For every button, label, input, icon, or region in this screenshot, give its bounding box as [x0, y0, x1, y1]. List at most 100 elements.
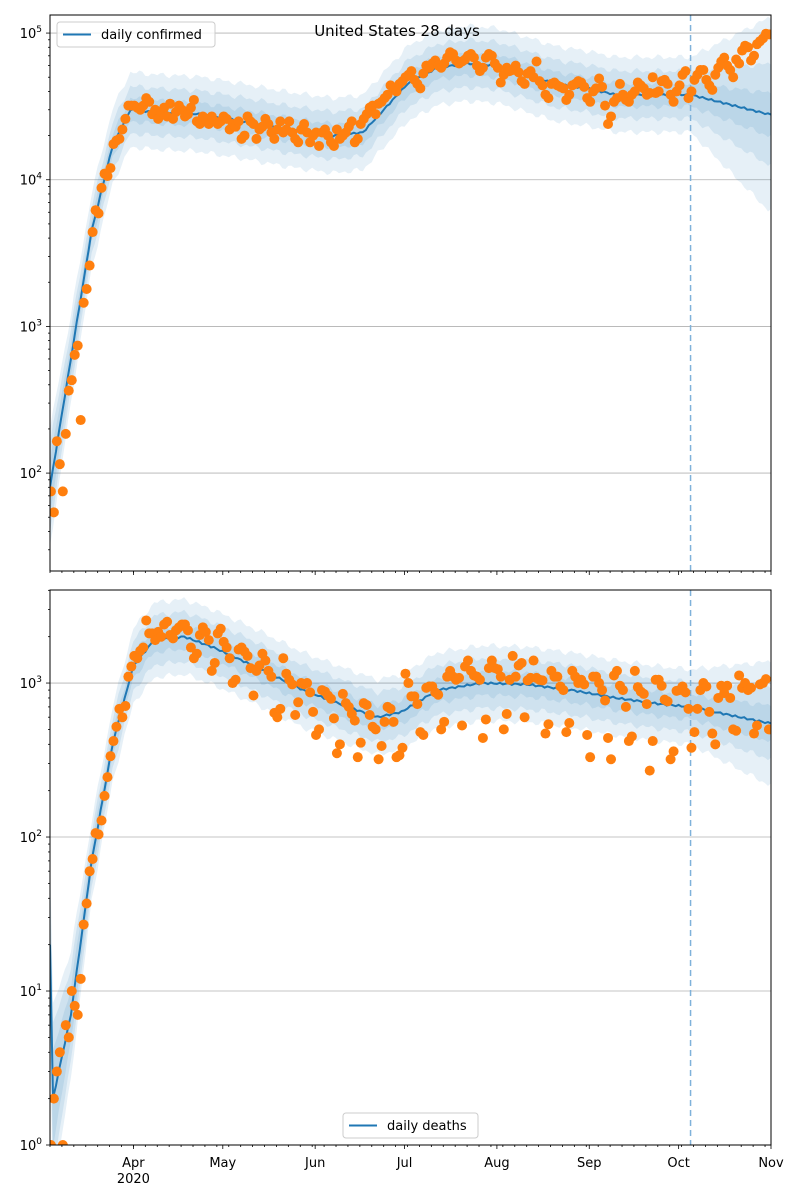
confirmed-data-point [603, 118, 614, 129]
confirmed-data-point [763, 29, 771, 40]
y-tick-exponent: 1 [36, 983, 42, 993]
deaths-data-point [87, 853, 98, 864]
deaths-data-point [457, 720, 468, 731]
confirmed-data-point [558, 83, 569, 94]
deaths-data-point [760, 674, 771, 685]
confirmed-data-point [78, 297, 89, 308]
confirmed-y-tick-label: 102 [20, 465, 42, 482]
deaths-data-point [510, 671, 521, 682]
deaths-data-point [287, 679, 298, 690]
confirmed-data-point [614, 78, 625, 89]
confirmed-y-tick-label: 105 [20, 25, 42, 42]
deaths-data-point [474, 674, 485, 685]
deaths-data-point [51, 1066, 62, 1077]
confirmed-data-point [87, 227, 98, 238]
x-year-label: 2020 [117, 1172, 150, 1187]
deaths-data-point [480, 714, 491, 725]
confirmed-data-point [543, 93, 554, 104]
x-tick-label: Apr [122, 1156, 145, 1171]
confirmed-band-95 [50, 16, 771, 546]
deaths-data-point [185, 642, 196, 653]
deaths-data-point [117, 712, 128, 723]
deaths-data-point [507, 650, 518, 661]
y-tick-base: 10 [20, 27, 37, 42]
confirmed-data-point [370, 109, 381, 120]
deaths-data-point [275, 703, 286, 714]
deaths-data-point [495, 671, 506, 682]
x-tick-label: Aug [484, 1156, 509, 1171]
confirmed-data-point [600, 100, 611, 111]
deaths-data-point [680, 687, 691, 698]
deaths-data-point [558, 685, 569, 696]
deaths-y-tick-label: 101 [20, 983, 42, 1000]
deaths-data-point [84, 866, 95, 877]
confirmed-data-point [352, 133, 363, 144]
deaths-data-point [600, 695, 611, 706]
x-tick-label: Sep [577, 1156, 602, 1171]
confirmed-data-point [668, 96, 679, 107]
confirmed-data-point [102, 171, 113, 182]
deaths-data-point [704, 706, 715, 717]
deaths-data-point [50, 1140, 56, 1145]
deaths-data-point [206, 665, 217, 676]
confirmed-data-point [57, 486, 68, 497]
deaths-data-point [328, 713, 339, 724]
confirmed-data-point [54, 459, 65, 470]
deaths-data-point [543, 719, 554, 730]
deaths-data-point [763, 724, 771, 735]
x-tick-label: Oct [667, 1156, 689, 1171]
deaths-data-point [722, 680, 733, 691]
deaths-data-point [361, 700, 372, 711]
deaths-data-point [78, 919, 89, 930]
deaths-data-point [272, 712, 283, 723]
deaths-data-point [564, 718, 575, 729]
deaths-data-point [498, 724, 509, 735]
deaths-data-point [540, 728, 551, 739]
confirmed-data-point [698, 65, 709, 76]
deaths-data-point [230, 674, 241, 685]
confirmed-data-point [680, 66, 691, 77]
confirmed-data-point [269, 133, 280, 144]
confirmed-data-point [749, 50, 760, 61]
deaths-data-point [454, 672, 465, 683]
confirmed-data-point [314, 140, 325, 151]
deaths-data-point [331, 748, 342, 759]
deaths-data-point [707, 728, 718, 739]
deaths-data-point [302, 678, 313, 689]
deaths-data-point [582, 729, 593, 740]
deaths-data-point [644, 765, 655, 776]
deaths-data-point [477, 732, 488, 743]
confirmed-data-point [519, 78, 530, 89]
deaths-data-point [81, 898, 92, 909]
deaths-data-point [138, 642, 149, 653]
legend-label: daily deaths [387, 1119, 467, 1134]
deaths-data-point [439, 716, 450, 727]
confirmed-data-point [662, 78, 673, 89]
deaths-data-point [355, 737, 366, 748]
confirmed-data-point [382, 89, 393, 100]
deaths-data-point [376, 741, 387, 752]
confirmed-data-point [72, 340, 83, 351]
confirmed-data-point [728, 72, 739, 83]
confirmed-data-point [647, 72, 658, 83]
confirmed-data-point [531, 56, 542, 67]
deaths-data-point [579, 679, 590, 690]
confirmed-data-point [66, 375, 77, 386]
deaths-data-point [388, 716, 399, 727]
deaths-data-point [626, 731, 637, 742]
confirmed-data-point [585, 96, 596, 107]
confirmed-y-tick-label: 104 [20, 172, 43, 189]
deaths-data-point [242, 650, 253, 661]
deaths-data-point [418, 729, 429, 740]
confirmed-data-point [120, 113, 131, 124]
deaths-y-tick-label: 102 [20, 829, 42, 846]
y-tick-exponent: 5 [36, 25, 42, 35]
confirmed-band-50 [50, 49, 771, 514]
deaths-data-point [701, 681, 712, 692]
deaths-y-tick-label: 103 [20, 675, 42, 692]
deaths-data-point [162, 616, 173, 627]
confirmed-data-point [564, 89, 575, 100]
confirmed-data-point [117, 124, 128, 135]
deaths-data-point [400, 668, 411, 679]
deaths-data-point [689, 727, 700, 738]
